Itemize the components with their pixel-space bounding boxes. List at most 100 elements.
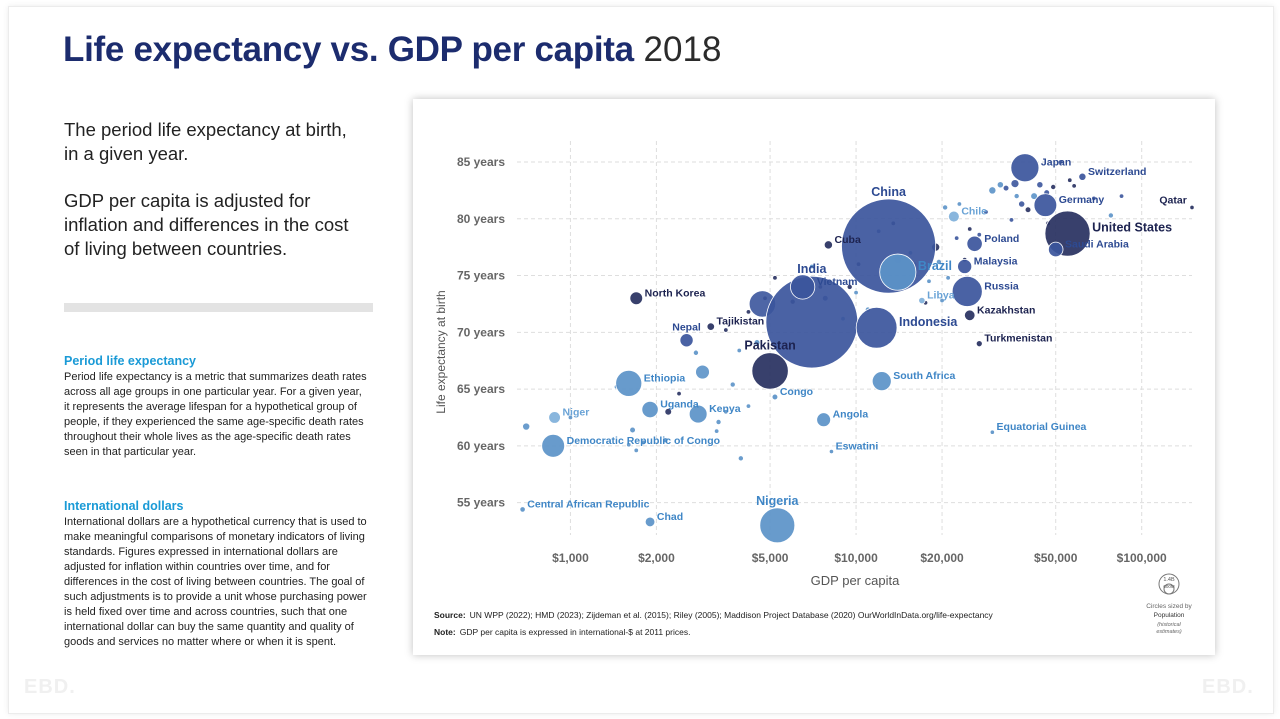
data-point-indonesia (855, 306, 898, 349)
point-label: Pakistan (744, 339, 795, 353)
data-point (662, 437, 669, 443)
x-tick-label: $2,000 (638, 551, 675, 565)
note-text: GDP per capita is expressed in internati… (460, 627, 691, 637)
data-point-saudi-arabia (1048, 241, 1064, 258)
data-point (745, 309, 751, 315)
data-point (926, 278, 932, 284)
x-tick-label: $1,000 (552, 551, 589, 565)
y-tick-label: 60 years (457, 439, 505, 453)
data-point-tajikistan (706, 322, 715, 331)
data-point (1071, 183, 1077, 189)
scatter-chart: 55 years 60 years 65 years 70 years 75 years… (434, 141, 1195, 637)
data-point (736, 347, 742, 353)
data-point (664, 408, 672, 416)
size-legend-small-label: 600M (1163, 584, 1175, 589)
point-label: Kazakhstan (977, 304, 1035, 316)
definition-heading-international-dollars: International dollars (64, 499, 184, 513)
data-point (983, 209, 989, 215)
data-point (745, 403, 751, 409)
x-tick-label: $5,000 (752, 551, 789, 565)
title-year: 2018 (643, 30, 722, 69)
definition-heading-life-expectancy: Period life expectancy (64, 354, 197, 368)
data-point (629, 426, 636, 434)
point-label: Tajikistan (717, 316, 765, 328)
point-label: Turkmenistan (984, 333, 1052, 345)
data-point-germany (1033, 193, 1058, 217)
point-label: Switzerland (1088, 166, 1146, 178)
point-label: Vietnam (817, 276, 858, 288)
data-point-niger (548, 411, 561, 424)
y-axis-label: Life expectancy at birth (434, 290, 448, 413)
x-tick-label: $10,000 (834, 551, 878, 565)
data-point (714, 428, 720, 434)
point-label: Angola (833, 409, 869, 421)
size-legend: 1.4B 600M Circles sized by Population (h… (1146, 573, 1193, 635)
y-tick-label: 85 years (457, 155, 505, 169)
data-point (1008, 217, 1014, 223)
definition-text-international-dollars: International dollars are a hypothetical… (64, 516, 367, 648)
data-point-pakistan (751, 352, 789, 390)
point-label: North Korea (645, 287, 706, 299)
data-point (942, 204, 948, 211)
data-point-kenya (688, 404, 708, 424)
data-point (976, 232, 982, 238)
intro-gdp: GDP per capita is adjusted for inflation… (64, 190, 349, 259)
data-point (936, 259, 942, 265)
data-point (988, 186, 997, 195)
point-label: Germany (1059, 194, 1105, 206)
data-point-brazil (879, 253, 917, 291)
x-tick-label: $100,000 (1117, 551, 1167, 565)
data-point (693, 349, 699, 356)
data-point (1002, 185, 1010, 192)
point-label: South Africa (893, 370, 955, 382)
data-point (1013, 193, 1020, 199)
y-axis-ticks: 55 years 60 years 65 years 70 years 75 years… (457, 155, 505, 510)
data-point-nigeria (759, 507, 796, 544)
watermark-right: EBD. (1202, 676, 1254, 698)
data-point-nepal (679, 333, 694, 348)
point-label: Kenya (709, 403, 741, 415)
data-point (956, 201, 962, 207)
data-point-democratic-republic-of-congo (541, 433, 566, 458)
y-tick-label: 55 years (457, 496, 505, 510)
point-label: Saudi Arabia (1065, 238, 1129, 250)
data-point-poland (966, 235, 983, 252)
data-point-vietnam (790, 274, 816, 300)
data-point (967, 226, 973, 232)
data-point (1058, 159, 1064, 165)
data-point (522, 422, 531, 431)
point-label: Equatorial Guinea (997, 421, 1087, 433)
x-axis-label: GDP per capita (811, 573, 900, 588)
data-point-ethiopia (615, 369, 643, 397)
data-point (954, 235, 960, 241)
point-label: Congo (780, 386, 813, 398)
note-line: Note: GDP per capita is expressed in inte… (434, 627, 690, 637)
data-point (1018, 200, 1026, 208)
watermark-left: EBD. (24, 676, 76, 698)
point-label: Eswatini (836, 441, 879, 453)
intro-text: The period life expectancy at birth, in … (64, 118, 364, 284)
size-legend-line4: estimates) (1156, 629, 1182, 635)
data-point-libya (918, 296, 926, 305)
data-point (939, 298, 945, 304)
data-point-angola (816, 412, 832, 428)
intro-life-expectancy: The period life expectancy at birth, in … (64, 119, 347, 164)
data-point (626, 442, 632, 448)
data-point-japan (1010, 153, 1040, 183)
source-text: UN WPP (2022); HMD (2023); Zijdeman et a… (470, 610, 994, 620)
point-label: Libya (927, 290, 955, 302)
data-point-chad (644, 516, 656, 528)
data-point-eswatini (828, 448, 835, 455)
y-tick-label: 80 years (457, 212, 505, 226)
data-point (1108, 212, 1114, 219)
point-label: Cuba (835, 234, 861, 246)
x-tick-label: $50,000 (1034, 551, 1078, 565)
page-title: Life expectancy vs. GDP per capita 2018 (63, 30, 721, 70)
data-point-russia (951, 276, 983, 307)
data-point (695, 364, 710, 380)
y-tick-label: 75 years (457, 269, 505, 283)
data-point-qatar (1189, 204, 1195, 211)
data-point (715, 419, 722, 425)
point-label: Russia (984, 280, 1019, 292)
